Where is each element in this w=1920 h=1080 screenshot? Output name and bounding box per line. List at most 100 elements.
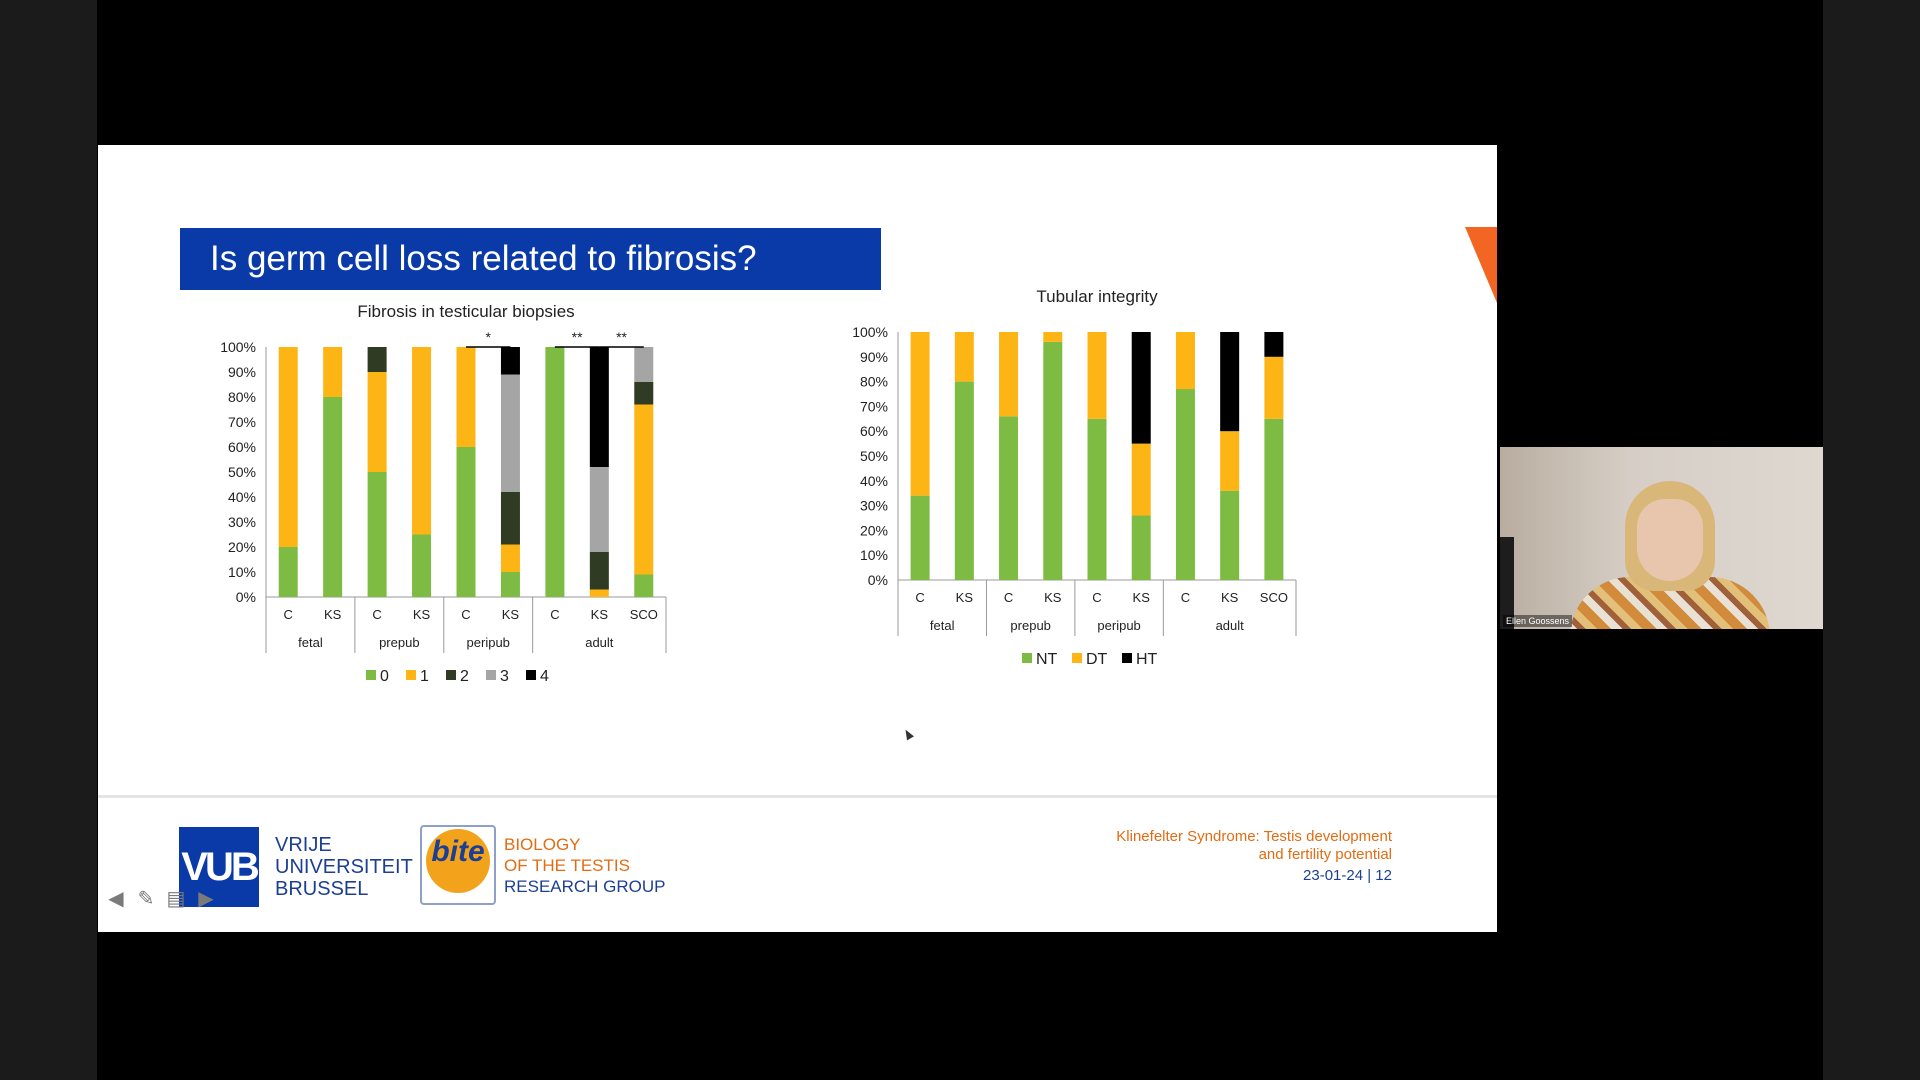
legend-swatch-3: [486, 670, 496, 680]
bar-segment-ht: [1220, 332, 1240, 432]
legend-swatch-2: [446, 670, 456, 680]
bar-segment-0: [545, 347, 565, 597]
bar-segment-2: [634, 382, 654, 405]
bar-segment-0: [456, 447, 476, 597]
legend-label: 4: [540, 668, 549, 685]
bar-segment-ht: [1131, 332, 1151, 444]
group-label: prepub: [379, 635, 419, 650]
bar-segment-0: [634, 574, 654, 597]
bite-logo-circle: [426, 829, 490, 893]
category-label: SCO: [630, 607, 658, 622]
bar-segment-dt: [1131, 443, 1151, 516]
group-label: adult: [1216, 618, 1245, 633]
y-tick-label: 50%: [860, 448, 888, 464]
bar-segment-0: [323, 397, 343, 597]
bar-segment-dt: [954, 332, 974, 382]
bar-segment-1: [500, 544, 520, 572]
category-label: C: [1004, 590, 1013, 605]
category-label: C: [372, 607, 381, 622]
bar-segment-1: [634, 404, 654, 575]
legend-label: DT: [1086, 651, 1108, 668]
category-label: C: [1092, 590, 1101, 605]
next-arrow-icon[interactable]: ▶: [198, 887, 214, 910]
prev-arrow-icon[interactable]: ◀: [108, 887, 124, 910]
bite-logo-frame: [420, 825, 496, 905]
bar-segment-dt: [1043, 332, 1063, 342]
category-label: KS: [956, 590, 974, 605]
y-tick-label: 0%: [868, 572, 888, 588]
pen-icon[interactable]: ✎: [137, 887, 155, 910]
bite-line-3: RESEARCH GROUP: [504, 877, 666, 896]
category-label: KS: [502, 607, 520, 622]
bar-segment-4: [500, 347, 520, 375]
y-tick-label: 10%: [860, 547, 888, 563]
presentation-slide: Is germ cell loss related to fibrosis? F…: [98, 145, 1497, 932]
bar-segment-dt: [1264, 356, 1284, 419]
bar-segment-3: [589, 467, 609, 552]
y-tick-label: 100%: [220, 339, 256, 355]
bar-segment-dt: [999, 332, 1019, 417]
bar-segment-0: [367, 472, 387, 597]
webcam-video[interactable]: Ellen Goossens: [1500, 447, 1823, 629]
y-tick-label: 10%: [228, 564, 256, 580]
category-label: KS: [591, 607, 609, 622]
bar-segment-1: [412, 347, 432, 535]
y-tick-label: 100%: [852, 324, 888, 340]
bar-segment-nt: [954, 381, 974, 580]
bar-segment-ht: [1264, 332, 1284, 357]
orange-corner-decoration: [1465, 227, 1497, 303]
y-tick-label: 40%: [228, 489, 256, 505]
menu-icon[interactable]: ▤: [166, 887, 186, 910]
bar-segment-1: [589, 589, 609, 597]
date-and-page: 23-01-24 | 12: [1303, 867, 1392, 884]
bar-segment-2: [367, 347, 387, 372]
bar-segment-0: [500, 572, 520, 597]
bar-segment-0: [278, 547, 298, 597]
group-label: fetal: [298, 635, 323, 650]
group-label: adult: [585, 635, 614, 650]
fibrosis-chart: Fibrosis in testicular biopsies 0% 10% 20% 3…: [220, 302, 667, 685]
legend-swatch-4: [526, 670, 536, 680]
category-label: C: [550, 607, 559, 622]
legend-label: 3: [500, 668, 509, 685]
category-label: KS: [1133, 590, 1151, 605]
vub-name: VRIJE UNIVERSITEIT BRUSSEL: [275, 834, 413, 900]
y-tick-label: 50%: [228, 464, 256, 480]
webcam-shadow: [1500, 537, 1514, 629]
significance-label: **: [616, 329, 627, 345]
legend-label: HT: [1136, 651, 1158, 668]
legend-label: 2: [460, 668, 469, 685]
group-label: fetal: [930, 618, 955, 633]
y-tick-label: 30%: [860, 498, 888, 514]
presenter-face: [1637, 499, 1703, 581]
bite-line-1: BIOLOGY: [504, 835, 581, 854]
y-tick-label: 60%: [228, 439, 256, 455]
bar-segment-nt: [1043, 341, 1063, 580]
talk-title: Klinefelter Syndrome: Testis development…: [1116, 828, 1392, 864]
bar-segment-1: [367, 372, 387, 472]
vub-line-2: UNIVERSITEIT: [275, 856, 413, 878]
vub-logo: VUB: [179, 827, 260, 907]
category-label: KS: [324, 607, 342, 622]
bar-segment-nt: [1264, 418, 1284, 580]
bar-segment-1: [323, 347, 343, 397]
category-label: KS: [1221, 590, 1239, 605]
y-tick-label: 90%: [860, 349, 888, 365]
bar-segment-dt: [1175, 332, 1195, 390]
bite-logo: bite: [431, 835, 485, 868]
category-label: C: [461, 607, 470, 622]
legend-swatch-nt: [1022, 653, 1032, 663]
bar-segment-2: [589, 552, 609, 590]
bar-segment-3: [634, 347, 654, 382]
bar-segment-1: [278, 347, 298, 547]
bar-segment-nt: [1087, 418, 1107, 580]
y-tick-label: 0%: [236, 589, 256, 605]
category-label: C: [284, 607, 293, 622]
category-label: SCO: [1260, 590, 1288, 605]
category-label: KS: [1044, 590, 1062, 605]
bar-segment-4: [589, 347, 609, 467]
legend-swatch-1: [406, 670, 416, 680]
y-tick-label: 90%: [228, 364, 256, 380]
bar-segment-nt: [999, 416, 1019, 580]
y-tick-label: 80%: [860, 374, 888, 390]
